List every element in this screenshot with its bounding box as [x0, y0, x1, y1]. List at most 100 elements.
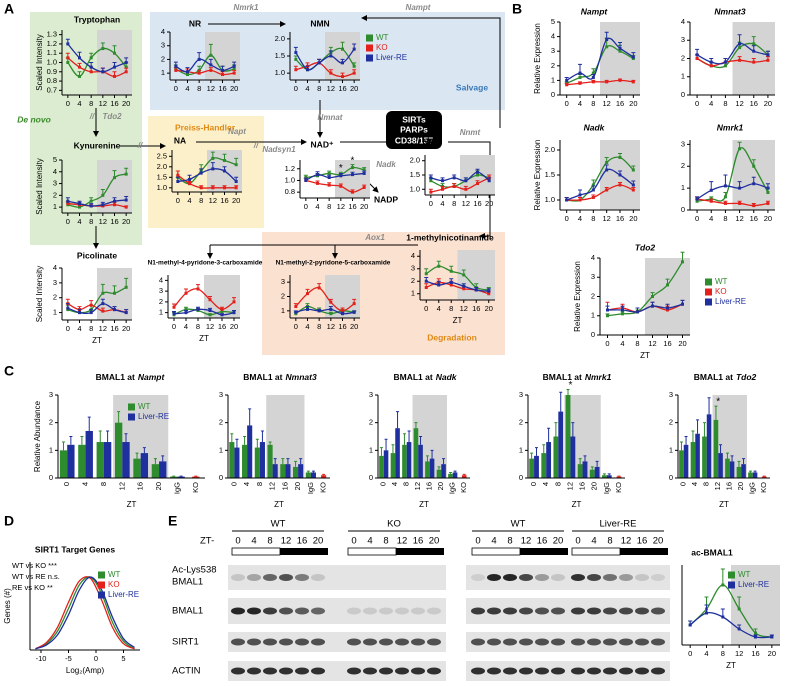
point	[220, 313, 224, 317]
bar	[534, 455, 539, 478]
pathway-label: Nadsyn1	[262, 145, 296, 154]
point	[452, 176, 456, 180]
band	[279, 667, 293, 675]
y-tick-label: 2	[591, 291, 595, 300]
legend-label: WT	[376, 33, 389, 42]
x-tick-label: 12	[735, 649, 743, 658]
point	[709, 64, 713, 68]
legend-item: WT	[366, 33, 389, 42]
y-tick-label: 1	[53, 202, 57, 211]
point	[317, 309, 321, 313]
x-tick-label: 12	[735, 214, 743, 223]
error-bar	[135, 452, 139, 459]
error-bar	[208, 43, 213, 56]
point	[317, 286, 321, 290]
pathway-label: De novo	[17, 114, 51, 124]
point	[752, 49, 756, 53]
panel-letter: E	[168, 513, 177, 529]
y-tick-label: 0.7	[47, 85, 57, 94]
error-bar	[542, 444, 546, 454]
x-tick-label: 4	[184, 322, 188, 331]
point	[606, 314, 609, 318]
band	[311, 574, 325, 581]
bar	[78, 444, 86, 478]
bar	[242, 444, 248, 478]
band	[263, 607, 277, 615]
point	[723, 195, 727, 199]
legend-item: Liver-RE	[98, 590, 139, 599]
x-tick-label: 16	[110, 324, 118, 333]
point	[352, 302, 356, 306]
panel-letter: A	[4, 1, 14, 17]
y-tick-label: 0.9	[47, 67, 57, 76]
x-tick-label: 8	[723, 214, 727, 223]
band	[503, 574, 517, 581]
point	[66, 61, 70, 64]
y-tick-label: 3	[681, 139, 685, 148]
bar	[577, 464, 583, 478]
x-tick-label: 20	[736, 482, 745, 490]
point	[618, 78, 622, 82]
x-tick-label: 16	[472, 304, 480, 313]
error-bar	[402, 433, 406, 445]
error-bar	[414, 422, 418, 429]
bar	[413, 428, 419, 478]
point	[209, 53, 213, 57]
band	[587, 667, 601, 675]
legend-item: WT	[128, 402, 151, 411]
point	[591, 188, 595, 192]
zt-label: 16	[637, 536, 648, 547]
band	[651, 607, 665, 615]
point	[631, 168, 635, 172]
band	[535, 638, 549, 646]
point	[197, 71, 201, 75]
error-bar	[719, 444, 723, 454]
point	[462, 287, 466, 291]
group-label: WT	[511, 519, 526, 530]
legend-swatch	[98, 581, 105, 589]
bar	[259, 442, 265, 478]
y-tick-label: 1.0	[157, 183, 167, 192]
x-tick-label: 0	[429, 199, 433, 208]
legend-label: KO	[715, 287, 727, 296]
x-tick-label: 20	[154, 482, 163, 490]
x-tick-label: 12	[565, 482, 574, 490]
y-tick-label: 2	[49, 418, 53, 427]
band	[395, 638, 409, 646]
band	[487, 638, 501, 646]
bar	[441, 464, 446, 478]
point	[113, 291, 116, 295]
bar	[606, 475, 612, 478]
point	[197, 57, 201, 61]
point	[101, 309, 105, 313]
x-tick-label: 0	[94, 654, 98, 663]
y-tick-label: 1.5	[275, 51, 285, 60]
annotation: *	[568, 380, 572, 391]
x-tick-label: 4	[77, 99, 81, 108]
x-tick-label: 16	[750, 99, 758, 108]
y-tick-label: 5	[551, 17, 555, 26]
legend-swatch	[705, 298, 712, 306]
x-tick-label: 20	[232, 196, 240, 205]
bar	[558, 411, 564, 478]
band	[619, 638, 633, 646]
pathway-label: Napt	[228, 127, 246, 136]
point	[449, 269, 453, 273]
y-tick-label: 3	[411, 264, 415, 273]
x-tick-label: 0	[294, 322, 298, 331]
row-label: BMAL1	[172, 577, 203, 588]
y-axis-label: Scaled Intensity	[35, 158, 44, 214]
bar	[67, 444, 75, 478]
error-bar	[679, 441, 683, 451]
title-gene: Nampt	[138, 372, 166, 382]
band	[603, 607, 617, 615]
bar	[234, 447, 240, 478]
band	[487, 574, 501, 581]
legend-swatch	[98, 591, 105, 599]
error-bar	[69, 436, 73, 445]
bar	[690, 442, 696, 478]
point	[209, 68, 213, 72]
point	[424, 286, 428, 289]
y-tick-label: 4	[681, 17, 685, 26]
x-tick-label: 8	[721, 649, 725, 658]
